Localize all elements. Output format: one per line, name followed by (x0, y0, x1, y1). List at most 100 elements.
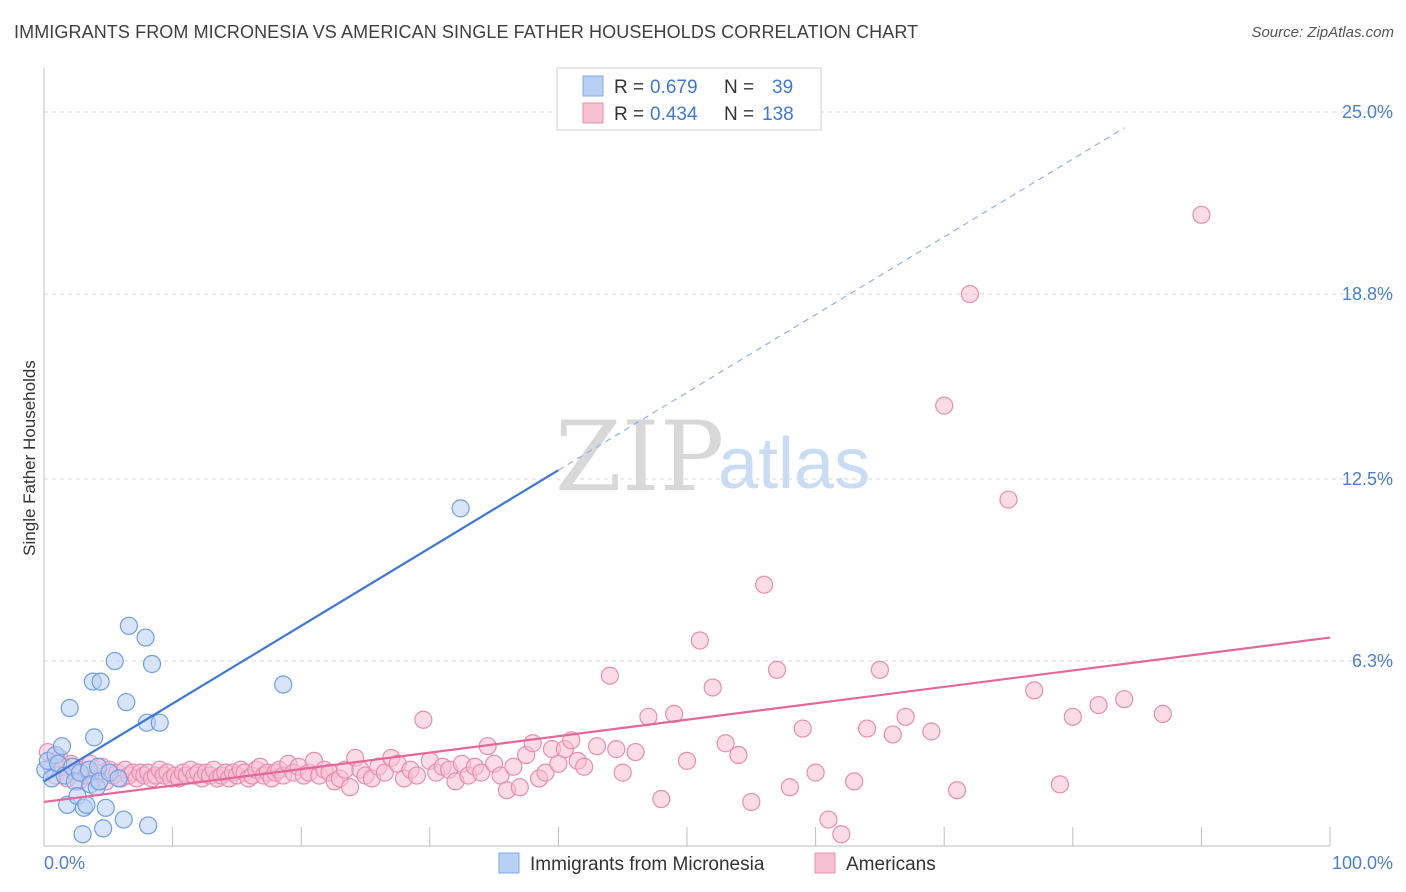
data-point-americans (896, 707, 915, 726)
data-point-micronesia (136, 628, 155, 647)
data-point-americans (999, 490, 1018, 509)
data-point-micronesia (119, 616, 138, 635)
legend-swatch-pink (582, 102, 604, 124)
data-point-micronesia (52, 737, 72, 756)
data-point-americans (1089, 695, 1108, 715)
stats-legend: R = 0.679 N = 39 R = 0.434 N = 138 (556, 67, 822, 131)
data-point-americans (947, 781, 967, 800)
data-point-americans (1025, 681, 1044, 700)
legend-swatch-blue (582, 75, 604, 97)
y-tick-label: 12.5% (1342, 469, 1393, 489)
legend-n-value: 138 (762, 104, 794, 125)
data-point-americans (1063, 707, 1082, 726)
data-point-americans (1115, 690, 1134, 709)
data-point-micronesia (94, 819, 113, 838)
data-point-americans (407, 766, 427, 785)
data-point-micronesia (142, 654, 162, 674)
data-point-americans (613, 763, 632, 782)
data-point-americans (755, 575, 774, 594)
data-point-americans (960, 284, 980, 304)
data-point-americans (1050, 775, 1070, 794)
series-legend-swatch-blue (498, 852, 520, 874)
data-point-americans (639, 707, 658, 726)
data-point-micronesia (139, 816, 158, 835)
data-point-americans (504, 757, 523, 776)
data-point-micronesia (77, 795, 96, 814)
data-point-micronesia (274, 675, 293, 694)
data-point-americans (600, 666, 619, 685)
micronesia-points (36, 499, 470, 844)
data-point-americans (587, 737, 607, 756)
trend-line-micronesia (43, 469, 559, 783)
americans-points (38, 205, 1211, 844)
legend-n-label: N = (724, 77, 754, 98)
series-legend: Immigrants from Micronesia Americans (498, 852, 936, 875)
legend-r-label: R = (614, 77, 644, 98)
data-point-americans (767, 660, 787, 679)
data-point-americans (922, 722, 941, 741)
data-point-micronesia (150, 713, 169, 732)
data-point-americans (607, 740, 626, 759)
y-tick-label: 25.0% (1342, 102, 1393, 122)
legend-r-label: R = (614, 104, 644, 125)
legend-n-value: 39 (772, 77, 793, 98)
data-point-americans (832, 825, 851, 844)
watermark-atlas: atlas (718, 424, 870, 504)
series-legend-label-micronesia: Immigrants from Micronesia (530, 854, 765, 875)
source-credit: Source: ZipAtlas.com (1251, 24, 1394, 41)
data-point-micronesia (105, 651, 124, 671)
data-point-americans (414, 710, 433, 729)
data-point-micronesia (117, 693, 136, 712)
data-point-micronesia (96, 798, 115, 817)
data-point-micronesia (109, 769, 128, 788)
gridlines (44, 111, 1390, 662)
trend-lines (43, 127, 1331, 804)
data-point-americans (819, 810, 838, 829)
legend-n-label: N = (724, 104, 754, 125)
data-point-americans (1153, 704, 1172, 723)
data-point-micronesia (60, 698, 79, 718)
data-point-americans (870, 660, 890, 679)
data-point-americans (472, 763, 491, 782)
data-point-americans (652, 789, 671, 809)
data-point-micronesia (114, 810, 133, 829)
data-point-micronesia (73, 825, 92, 844)
x-tick-label-min: 0.0% (44, 853, 85, 873)
data-point-americans (729, 745, 748, 765)
watermark: ZIP atlas (555, 401, 870, 513)
data-point-americans (883, 725, 902, 744)
y-tick-label: 18.8% (1342, 284, 1393, 304)
data-point-americans (690, 631, 709, 650)
data-point-americans (716, 734, 735, 753)
data-point-americans (742, 792, 761, 812)
data-point-americans (780, 778, 799, 797)
x-tick-label-max: 100.0% (1332, 853, 1393, 873)
data-point-americans (806, 763, 825, 782)
data-point-americans (523, 734, 542, 753)
data-point-americans (536, 763, 555, 782)
y-tick-labels: 6.3% 12.5% 18.8% 25.0% (1342, 102, 1393, 671)
y-axis-title: Single Father Households (20, 360, 39, 556)
trend-line-micronesia-extension (558, 127, 1125, 471)
data-point-americans (857, 719, 877, 738)
chart-title: IMMIGRANTS FROM MICRONESIA VS AMERICAN S… (14, 22, 919, 42)
data-point-americans (1192, 205, 1211, 224)
data-point-americans (510, 778, 529, 797)
data-point-micronesia (85, 728, 104, 747)
y-tick-label: 6.3% (1352, 651, 1393, 671)
data-point-micronesia (91, 672, 110, 691)
data-point-americans (703, 678, 722, 697)
series-legend-label-americans: Americans (846, 854, 936, 875)
watermark-zip: ZIP (555, 401, 724, 513)
data-point-americans (575, 757, 594, 776)
x-axis-ticks (43, 827, 1331, 846)
trend-line-americans (43, 636, 1331, 804)
data-point-americans (677, 751, 697, 770)
data-point-americans (340, 778, 360, 797)
legend-r-value: 0.434 (650, 104, 698, 125)
series-legend-swatch-pink (814, 852, 836, 874)
data-point-micronesia (451, 499, 470, 518)
data-point-americans (626, 742, 645, 762)
data-point-americans (793, 719, 812, 738)
